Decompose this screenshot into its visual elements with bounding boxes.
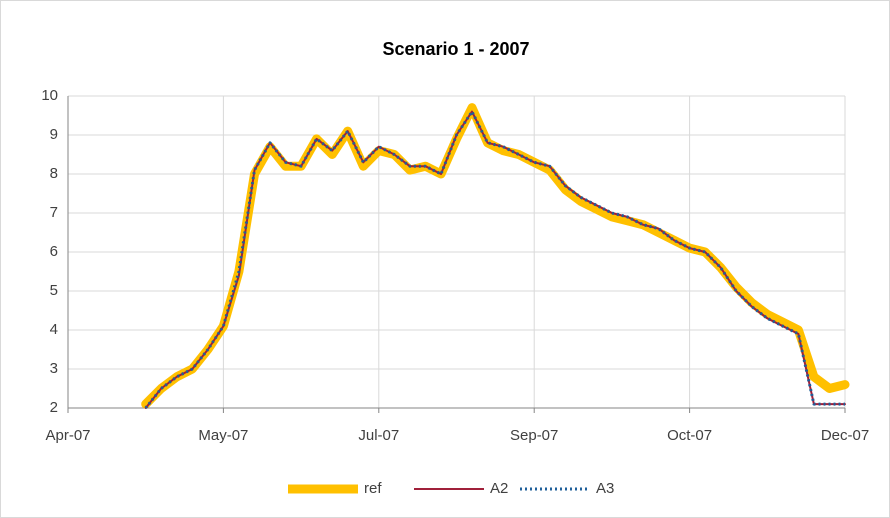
x-tick-label: May-07 bbox=[198, 427, 248, 444]
legend-label: A2 bbox=[490, 480, 508, 497]
x-tick-label: Apr-07 bbox=[45, 427, 90, 444]
series-line bbox=[144, 110, 845, 409]
y-tick-label: 3 bbox=[50, 360, 58, 377]
y-tick-label: 7 bbox=[50, 204, 58, 221]
y-tick-label: 5 bbox=[50, 282, 58, 299]
x-tick-label: Sep-07 bbox=[510, 427, 558, 444]
x-tick-label: Oct-07 bbox=[667, 427, 712, 444]
x-tick-label: Jul-07 bbox=[358, 427, 399, 444]
chart-title: Scenario 1 - 2007 bbox=[382, 39, 529, 59]
y-tick-label: 2 bbox=[50, 399, 58, 416]
y-tick-label: 9 bbox=[50, 126, 58, 143]
y-tick-label: 8 bbox=[50, 165, 58, 182]
y-tick-label: 6 bbox=[50, 243, 58, 260]
legend-label: A3 bbox=[596, 480, 614, 497]
legend-label: ref bbox=[364, 480, 382, 497]
y-tick-label: 10 bbox=[41, 87, 58, 104]
x-tick-label: Dec-07 bbox=[821, 427, 869, 444]
y-tick-label: 4 bbox=[50, 321, 58, 338]
